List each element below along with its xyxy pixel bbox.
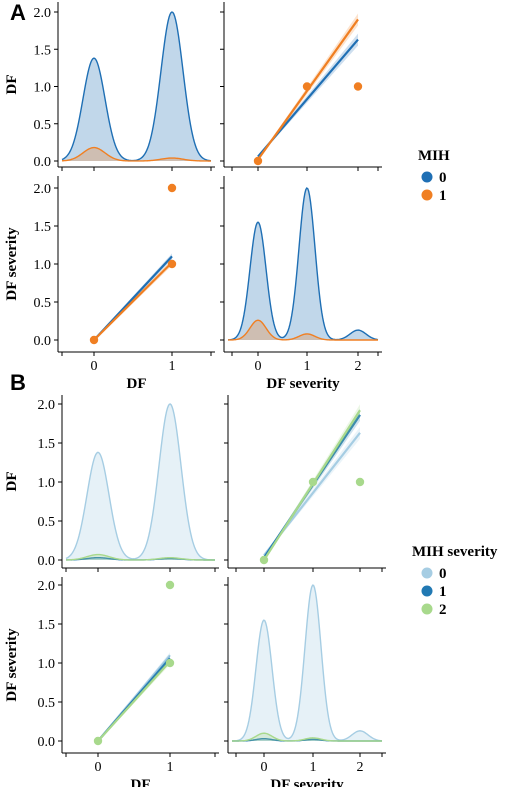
cell-sev-sev-kde-line-2 bbox=[232, 732, 382, 742]
cell-sev-df-ytick-label: 0.0 bbox=[34, 334, 52, 349]
legend-title: MIH bbox=[418, 148, 450, 164]
cell-df-df-ytick-label: 1.0 bbox=[38, 476, 56, 491]
cell-sev-df-ytick-label: 0.0 bbox=[38, 735, 56, 750]
cell-sev-sev-xtick-label: 0 bbox=[261, 760, 268, 775]
cell-sev-df-ytick-label: 1.5 bbox=[34, 220, 52, 235]
x-axis-title-df: DF bbox=[127, 376, 147, 392]
panel-letter-B: B bbox=[10, 370, 26, 395]
cell-sev-df-ytick-label: 1.5 bbox=[38, 618, 56, 633]
cell-df-sev-point bbox=[302, 82, 312, 91]
cell-sev-sev-kde-line-1 bbox=[227, 319, 378, 341]
cell-df-sev-point bbox=[308, 477, 318, 487]
legend-label-1: 1 bbox=[439, 584, 447, 600]
cell-sev-df-xtick-label: 1 bbox=[169, 359, 176, 374]
cell-sev-df-point bbox=[89, 335, 99, 345]
x-axis-title-df-severity: DF severity bbox=[270, 777, 344, 787]
cell-sev-df-ytick-label: 1.0 bbox=[38, 657, 56, 672]
cell-df-df-kde-fill-1 bbox=[62, 147, 211, 161]
cell-df-df-ytick-label: 1.0 bbox=[34, 81, 52, 96]
cell-df-sev-point bbox=[259, 555, 269, 565]
cell-sev-sev-kde-fill-0 bbox=[232, 585, 382, 741]
cell-df-sev-point bbox=[353, 82, 363, 91]
cell-sev-sev-kde-fill-1 bbox=[228, 320, 378, 340]
cell-df-df-ytick-label: 2.0 bbox=[34, 6, 52, 21]
panel-letter-A: A bbox=[10, 0, 26, 25]
x-axis-title-df: DF bbox=[131, 777, 151, 787]
cell-sev-df-point bbox=[93, 736, 103, 746]
legend-label-0: 0 bbox=[439, 566, 447, 582]
legend-label-1: 1 bbox=[439, 188, 447, 204]
cell-sev-sev-xtick-label: 2 bbox=[355, 359, 362, 374]
cell-sev-sev-xtick-label: 2 bbox=[357, 760, 364, 775]
cell-sev-df-xtick-label: 1 bbox=[167, 760, 174, 775]
x-axis-title-df-severity: DF severity bbox=[266, 376, 340, 392]
cell-df-df-kde-fill-0 bbox=[62, 12, 211, 162]
legend-marker-0 bbox=[421, 567, 433, 579]
cell-df-df-kde-line-0 bbox=[61, 11, 212, 162]
legend-marker-2 bbox=[421, 603, 433, 615]
cell-sev-sev-kde-fill-0 bbox=[228, 188, 378, 340]
cell-df-df-ytick-label: 0.0 bbox=[34, 155, 52, 170]
legend-label-0: 0 bbox=[439, 170, 447, 186]
y-axis-title-df: DF bbox=[4, 75, 20, 95]
cell-df-sev-point bbox=[355, 477, 365, 487]
cell-sev-sev-xtick-label: 1 bbox=[310, 760, 317, 775]
cell-sev-df-ytick-label: 2.0 bbox=[34, 182, 52, 197]
legend-marker-1 bbox=[421, 585, 433, 597]
cell-sev-sev-kde-line-0 bbox=[227, 187, 379, 341]
cell-sev-df-ytick-label: 0.5 bbox=[38, 696, 56, 711]
legend-title: MIH severity bbox=[412, 544, 498, 560]
panel-B: B 0.0 0.5 1.0 1.5 2.0 0.0 0.5 1.0 1.5 2.0 0 1 0 1 2 DF DF… bbox=[4, 370, 498, 787]
cell-sev-df-regression-line-2 bbox=[97, 660, 171, 742]
cell-df-df-ytick-label: 1.5 bbox=[34, 43, 52, 58]
cell-df-df-ytick-label: 2.0 bbox=[38, 398, 56, 413]
legend-label-2: 2 bbox=[439, 602, 447, 618]
cell-sev-df-point bbox=[167, 183, 177, 193]
cell-sev-df-point bbox=[167, 259, 177, 269]
y-axis-title-df-severity: DF severity bbox=[4, 227, 20, 301]
cell-sev-sev-kde-line-0 bbox=[231, 584, 383, 742]
legend-marker-1 bbox=[421, 189, 433, 201]
cell-df-df-ytick-label: 1.5 bbox=[38, 437, 56, 452]
cell-df-sev-point bbox=[253, 156, 263, 166]
cell-sev-sev-xtick-label: 1 bbox=[304, 359, 311, 374]
cell-sev-df-point bbox=[165, 658, 175, 668]
cell-sev-df-ytick-label: 0.5 bbox=[34, 296, 52, 311]
y-axis-title-df-severity: DF severity bbox=[4, 628, 20, 702]
cell-sev-sev-xtick-label: 0 bbox=[255, 359, 262, 374]
legend-marker-0 bbox=[421, 171, 433, 183]
cell-df-df-ytick-label: 0.5 bbox=[34, 118, 52, 133]
cell-df-df-kde-fill-0 bbox=[66, 404, 215, 560]
legend-A: MIH 0 1 bbox=[418, 148, 450, 204]
cell-sev-df-regression-line-1 bbox=[93, 261, 173, 341]
cell-df-df-ytick-label: 0.5 bbox=[38, 515, 56, 530]
cell-sev-df-ytick-label: 2.0 bbox=[38, 579, 56, 594]
cell-sev-df-ytick-label: 1.0 bbox=[34, 258, 52, 273]
cell-sev-df-xtick-label: 0 bbox=[95, 760, 102, 775]
cell-sev-df-point bbox=[165, 580, 175, 590]
cell-df-df-kde-line-0 bbox=[65, 403, 216, 561]
cell-df-df-ytick-label: 0.0 bbox=[38, 554, 56, 569]
cell-df-df-kde-line-2 bbox=[65, 553, 215, 561]
cell-sev-df-xtick-label: 0 bbox=[91, 359, 98, 374]
panel-A: A 0.0 0.5 1.0 1.5 2.0 0.0 0.5 1.0 1.5 2.0 0 1 0 1 2 DF DF… bbox=[4, 0, 450, 392]
cell-df-df-kde-line-1 bbox=[61, 146, 211, 162]
y-axis-title-df: DF bbox=[4, 472, 20, 492]
legend-B: MIH severity 0 1 2 bbox=[412, 544, 498, 618]
